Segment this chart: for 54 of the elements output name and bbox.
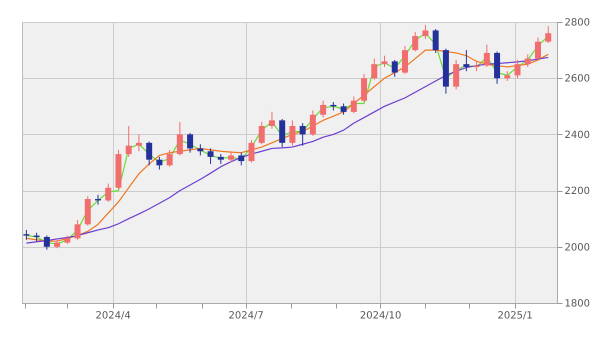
candlestick [371, 58, 378, 80]
y-tick-label: 2600 [564, 74, 590, 85]
y-tick-label: 2400 [564, 130, 590, 141]
candlestick [402, 45, 408, 74]
candlestick [74, 220, 81, 240]
y-tick-label: 2000 [564, 242, 590, 254]
candlestick [105, 183, 112, 202]
candlestick [361, 73, 368, 103]
candlestick [453, 59, 460, 90]
candlestick [545, 26, 552, 44]
candlestick [300, 122, 306, 146]
candlestick [166, 149, 173, 168]
candlestick [208, 148, 214, 164]
candlestick [340, 102, 347, 116]
candlestick [320, 100, 326, 118]
candlestick [524, 54, 531, 68]
candlestick [126, 125, 132, 158]
candlestick [432, 28, 439, 54]
candlestick [474, 60, 480, 72]
candlestick [176, 122, 183, 156]
candlestick [310, 110, 316, 136]
y-tick-label: 2200 [564, 186, 590, 198]
candlestick [422, 24, 428, 40]
candlestick [23, 229, 30, 240]
candlestick [95, 194, 102, 206]
candlestick [218, 154, 224, 164]
candlestick [258, 121, 265, 145]
x-tick-label: 2024/7 [228, 310, 264, 322]
candlestick [382, 55, 388, 68]
candlestick [289, 120, 296, 146]
candlestick [156, 156, 162, 170]
candlestick [238, 152, 244, 166]
x-tick-label: 2024/4 [96, 310, 131, 322]
candlestick [44, 235, 50, 250]
y-tick-label: 1800 [564, 298, 590, 310]
candlestick [350, 96, 357, 114]
candlestick [279, 118, 286, 148]
candlestick [534, 36, 541, 60]
candlestick [504, 70, 510, 82]
candlestick [187, 132, 194, 154]
x-tick-label: 2024/10 [360, 310, 402, 322]
candlestick [268, 111, 275, 130]
x-tick-label: 2025/1 [498, 310, 533, 322]
candlestick [228, 150, 234, 163]
candlestick [392, 59, 398, 78]
y-tick-label: 2800 [564, 18, 590, 28]
candlestick [136, 134, 142, 152]
candlestick [146, 140, 152, 166]
candlestick [248, 140, 254, 163]
candlestick [412, 31, 418, 52]
candlestick [514, 59, 521, 79]
candlestick [484, 44, 490, 68]
candlestick [463, 50, 470, 72]
candlestick [197, 144, 204, 156]
